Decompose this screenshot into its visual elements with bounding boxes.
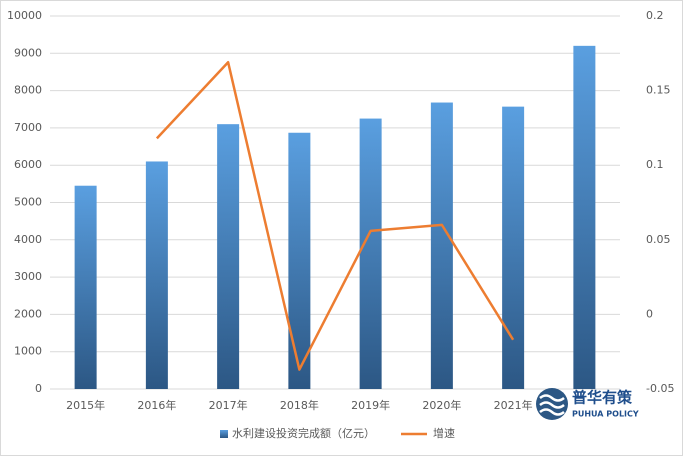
y-tick-label: 2000 xyxy=(14,307,42,320)
bar xyxy=(145,161,168,389)
watermark-subtitle: PUHUA POLICY xyxy=(572,410,639,419)
x-tick-label: 2021年 xyxy=(494,398,533,412)
y-tick-label: 8000 xyxy=(14,84,42,97)
y-tick-label: 5000 xyxy=(14,196,42,209)
x-tick-label: 2018年 xyxy=(280,398,319,412)
y-tick-label: 4000 xyxy=(14,233,42,246)
legend-label: 水利建设投资完成额（亿元） xyxy=(232,426,375,440)
y-tick-label: 0 xyxy=(35,382,42,395)
legend-label: 增速 xyxy=(433,426,455,440)
watermark: 普华有策 PUHUA POLICY xyxy=(536,388,639,420)
y-tick-label: 1000 xyxy=(14,345,42,358)
y2-tick-label: -0.05 xyxy=(646,382,674,395)
bar xyxy=(502,106,525,389)
bar xyxy=(430,102,453,389)
y-tick-label: 3000 xyxy=(14,270,42,283)
x-tick-label: 2019年 xyxy=(351,398,390,412)
watermark-title: 普华有策 xyxy=(572,389,633,407)
y-tick-label: 7000 xyxy=(14,121,42,134)
watermark-icon xyxy=(539,394,565,416)
bar xyxy=(573,45,596,390)
bar xyxy=(359,118,382,389)
x-tick-label: 2017年 xyxy=(209,398,248,412)
y-tick-label: 10000 xyxy=(7,9,42,22)
bar xyxy=(288,132,311,389)
bar xyxy=(217,124,240,390)
y2-tick-label: 0.15 xyxy=(646,84,671,97)
y2-tick-label: 0 xyxy=(646,307,653,320)
y-tick-label: 9000 xyxy=(14,46,42,59)
y2-tick-label: 0.2 xyxy=(646,9,664,22)
bar xyxy=(74,185,97,389)
y2-tick-label: 0.1 xyxy=(646,158,664,171)
x-tick-label: 2015年 xyxy=(66,398,105,412)
line xyxy=(155,61,515,371)
x-tick-label: 2016年 xyxy=(137,398,176,412)
legend-swatch xyxy=(220,430,228,438)
y-tick-label: 6000 xyxy=(14,158,42,171)
x-tick-label: 2020年 xyxy=(422,398,461,412)
y2-tick-label: 0.05 xyxy=(646,233,671,246)
